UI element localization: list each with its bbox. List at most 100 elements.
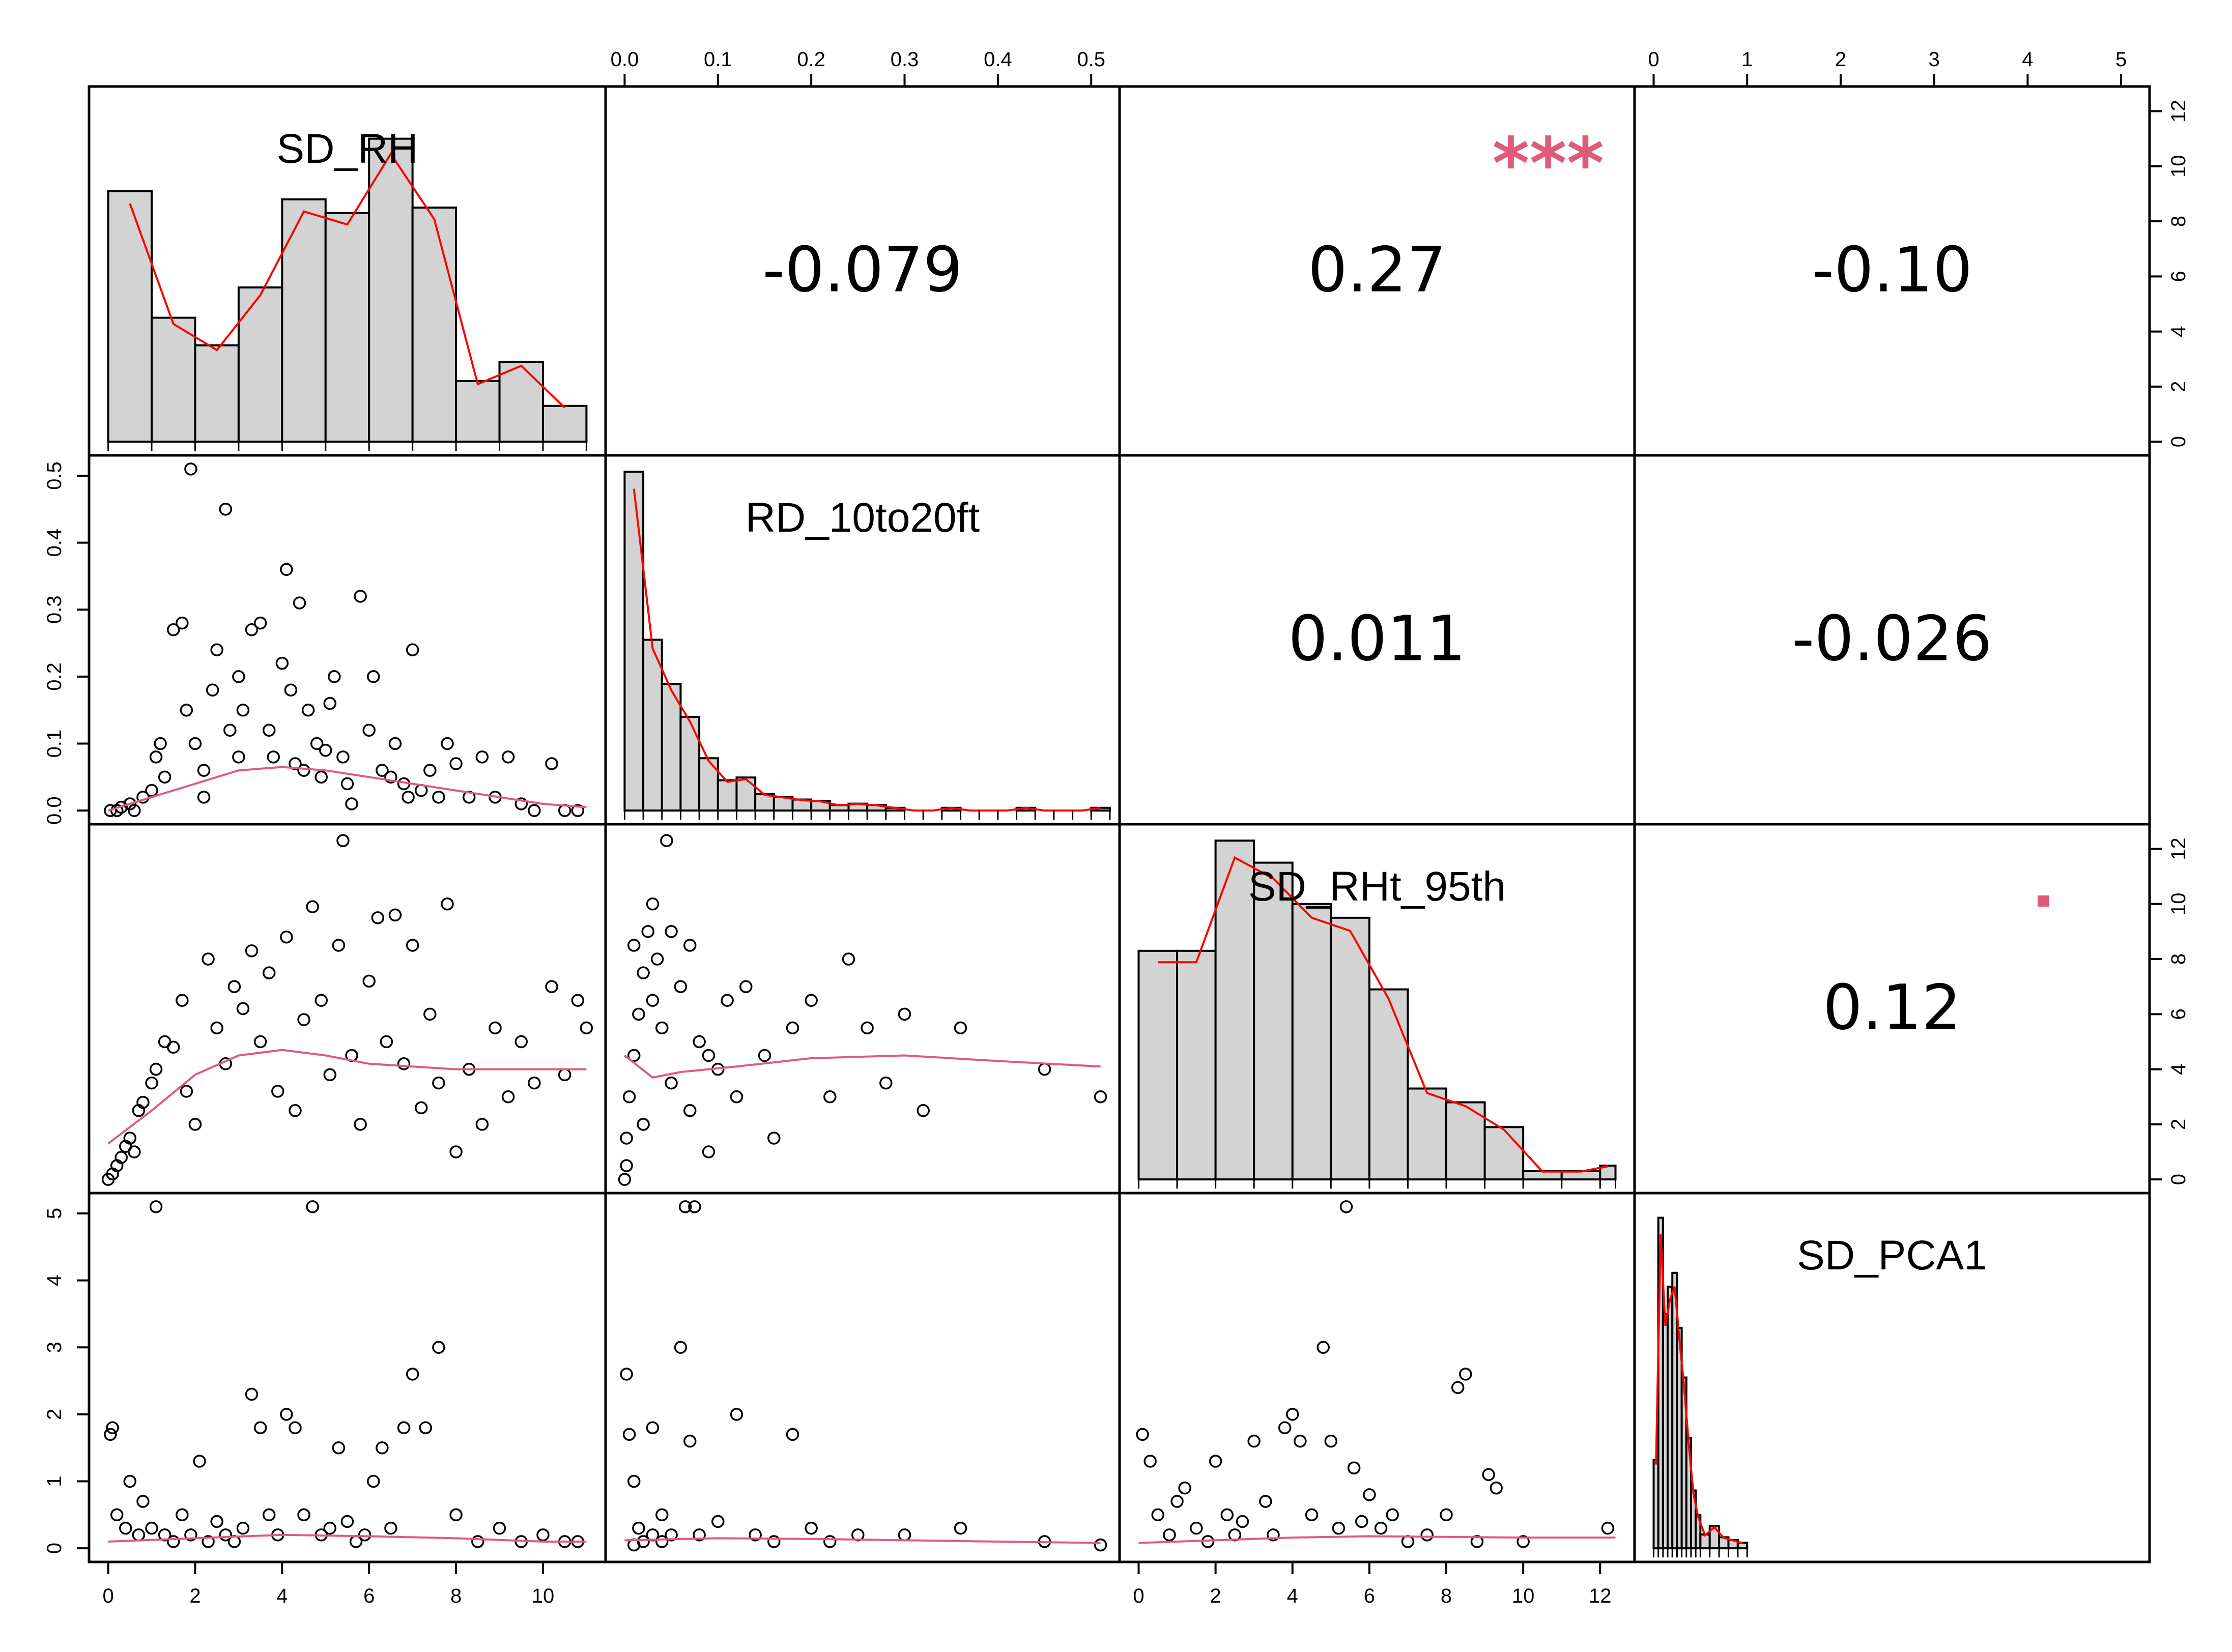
scatter-point (650, 952, 664, 966)
axes: 0 2 4 6 8 100.0 0.1 0.2 0.3 0.4 0.50 2 4 6 8 10 120 1 2 3 4 5… (43, 48, 2190, 1607)
scatter-point (166, 1535, 180, 1548)
panel-bg (1635, 824, 2150, 1193)
scatter-point (384, 1521, 397, 1535)
scatter-point (528, 804, 541, 817)
scatter-point (319, 743, 332, 757)
scatter-point (180, 1085, 193, 1098)
chart-text: -0.079 0.27 *** -0.10 0.011 -0.026 0.12 SD_RH RD… (277, 123, 2049, 1279)
scatter-point (176, 994, 189, 1007)
scatter-point (1601, 1521, 1615, 1535)
y-tick-label: 6 (2167, 1008, 2190, 1020)
scatter-point (362, 723, 376, 737)
scatter-point (1374, 1521, 1388, 1535)
scatter-point (236, 1521, 250, 1535)
x-tick-label: 0.5 (1077, 48, 1105, 71)
histogram-bar (1214, 839, 1255, 1181)
scatter-point (693, 1528, 706, 1542)
scatter-point (842, 952, 855, 966)
scatter-point (1209, 1455, 1222, 1468)
x-tick-label: 0.2 (797, 48, 825, 71)
scatter-panel-SD_RHt_95th-vs-RD_10to20ft (618, 834, 1107, 1186)
scatter-point (376, 1441, 389, 1455)
x-tick-label: 0.0 (611, 48, 639, 71)
scatter-point (620, 1159, 633, 1172)
scatter-point (210, 1021, 223, 1035)
scatter-point (665, 925, 678, 938)
scatter-point (441, 897, 454, 911)
scatter-point (646, 897, 660, 911)
scatter-point (232, 670, 245, 683)
scatter-point (545, 757, 558, 770)
y-tick-label: 8 (2167, 216, 2190, 227)
density-curve (129, 152, 566, 409)
scatter-point (104, 1428, 117, 1441)
scatter-point (665, 1528, 678, 1542)
scatter-point (310, 737, 324, 750)
panel-bg (89, 455, 606, 824)
y-tick-label: 2 (43, 1409, 66, 1420)
y-tick-label: 0.4 (43, 529, 66, 557)
loess-curve (624, 1054, 1101, 1079)
x-tick-label: 10 (532, 1585, 555, 1607)
scatter-point (637, 1118, 650, 1131)
scatter-point (219, 503, 233, 516)
scatter-point (371, 911, 385, 924)
histogram-RD_10to20ft (623, 471, 1111, 820)
histogram-bar (237, 286, 283, 443)
y-tick-label: 1 (43, 1475, 66, 1487)
scatter-point (627, 1474, 641, 1488)
histogram-bar (1699, 1533, 1711, 1550)
scatter-point (280, 563, 293, 576)
scatter-point (236, 1002, 250, 1016)
histogram-bar (1253, 861, 1294, 1181)
scatter-point (306, 900, 319, 913)
scatter-point (306, 1200, 319, 1213)
scatter-point (280, 1408, 293, 1421)
x-tick-label: 4 (2022, 48, 2033, 71)
scatter-point (632, 1007, 645, 1021)
histogram-bar (698, 757, 719, 812)
scatter-point (1470, 1535, 1484, 1548)
scatter-point (297, 1508, 310, 1522)
scatter-point (245, 623, 259, 636)
scatter-point (749, 1528, 762, 1542)
scatter-point (367, 670, 380, 683)
scatter-point (449, 757, 463, 770)
y-tick-label: 0.2 (43, 662, 66, 691)
scatter-point (475, 1118, 489, 1131)
correlation-value: 0.12 (1823, 972, 1961, 1044)
scatter-point (674, 1341, 688, 1354)
panel-bg (89, 824, 606, 1193)
x-tick-label: 0 (102, 1585, 113, 1607)
scatter-panel-SD_PCA1-vs-SD_RH (104, 1200, 587, 1548)
density-curve (1655, 1234, 1743, 1544)
scatter-point (449, 1508, 463, 1522)
scatter-point (354, 590, 367, 603)
scatter-point (1278, 1421, 1292, 1434)
x-tick-label: 4 (1287, 1585, 1298, 1607)
x-tick-label: 2 (189, 1585, 201, 1607)
scatter-point (618, 1173, 632, 1186)
scatter-point (660, 834, 673, 848)
variable-label: SD_PCA1 (1797, 1232, 1987, 1279)
scatter-point (145, 1076, 158, 1090)
scatter-point (323, 697, 337, 710)
scatter-point (388, 908, 402, 922)
scatter-point (1516, 1535, 1530, 1548)
scatter-point (406, 1368, 419, 1381)
panel-frame (1633, 1192, 2151, 1563)
panel-frames (88, 85, 2151, 1563)
scatter-point (758, 1049, 771, 1062)
scatter-point (149, 750, 163, 764)
histogram-bar (1137, 949, 1179, 1181)
scatter-point (730, 1408, 743, 1421)
scatter-point (275, 656, 289, 670)
scatter-panel-RD_10to20ft-vs-SD_RH (104, 462, 587, 817)
histogram-SD_RH (107, 137, 588, 451)
scatter-point (1305, 1508, 1319, 1522)
scatter-point (954, 1521, 967, 1535)
y-tick-label: 5 (43, 1208, 66, 1219)
scatter-point (314, 994, 328, 1007)
scatter-point (917, 1104, 930, 1117)
scatter-point (301, 703, 315, 717)
